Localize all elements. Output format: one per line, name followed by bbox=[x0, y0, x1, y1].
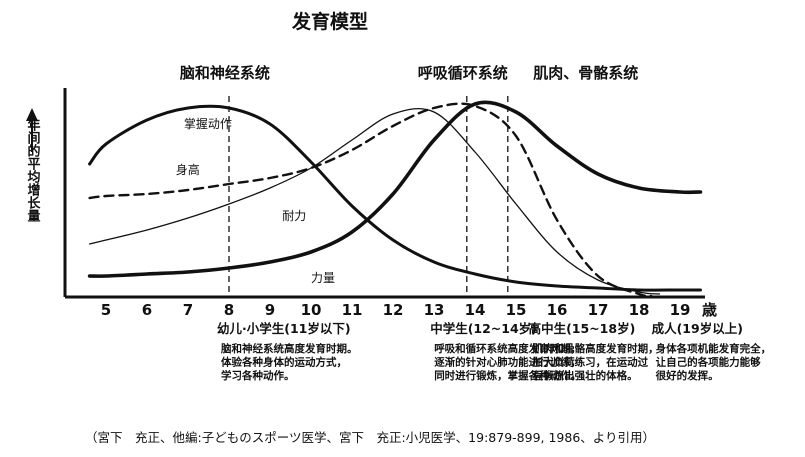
series-line-0 bbox=[88, 104, 702, 292]
x-tick-label-6: 6 bbox=[142, 301, 152, 319]
x-tick-label-16: 16 bbox=[547, 301, 568, 319]
x-tick-label-17: 17 bbox=[588, 301, 609, 319]
stage-line-0-2: 学习各种动作。 bbox=[221, 369, 295, 382]
x-tick-label-5: 5 bbox=[101, 301, 111, 319]
series-line-2 bbox=[88, 107, 661, 295]
system-labels: 脑和神经系统 呼吸循环系统 肌肉、骨骼系统 bbox=[180, 64, 638, 82]
series-label-0: 掌握动作 bbox=[184, 116, 232, 131]
y-axis-arrow-icon bbox=[26, 108, 38, 121]
stage-heading-1: 中学生(12~14岁) bbox=[430, 321, 537, 336]
x-tick-label-8: 8 bbox=[224, 301, 234, 319]
x-tick-label-14: 14 bbox=[465, 301, 486, 319]
x-tick-label-11: 11 bbox=[342, 301, 363, 319]
stage-heading-0: 幼儿·小学生(11岁以下) bbox=[217, 321, 351, 336]
series-label-2: 耐力 bbox=[282, 209, 306, 223]
x-axis-ticks: 5 6 7 8 9 10 11 12 13 14 15 16 17 18 19 bbox=[101, 301, 691, 319]
system-label-0: 脑和神经系统 bbox=[180, 64, 270, 82]
stage-line-1-2: 同时进行锻炼，掌握各种动作。 bbox=[434, 369, 581, 382]
x-tick-label-7: 7 bbox=[183, 301, 193, 319]
x-tick-label-19: 19 bbox=[670, 301, 691, 319]
curves bbox=[87, 100, 703, 298]
stage-line-2-0: 肌肉和骨骼高度发育时期， bbox=[533, 342, 659, 355]
series-label-1: 身高 bbox=[176, 162, 200, 177]
stage-line-1-1: 逐渐的针对心肺功能进行训练， bbox=[434, 356, 581, 369]
x-tick-label-13: 13 bbox=[424, 301, 445, 319]
x-axis-unit: 歳 bbox=[702, 301, 717, 319]
stage-line-3-1: 让自己的各项能力能够 bbox=[656, 356, 761, 369]
stage-line-3-0: 身体各项机能发育完全， bbox=[656, 342, 772, 355]
stage-boundary-markers bbox=[228, 96, 509, 297]
series-label-3: 力量 bbox=[311, 271, 335, 285]
stage-line-2-1: 加大负荷练习，在运动过 bbox=[532, 356, 649, 369]
chart-title: 发育模型 bbox=[291, 10, 368, 33]
stage-line-1-0: 呼吸和循环系统高度发育时期， bbox=[434, 342, 581, 355]
series-line-1 bbox=[88, 102, 653, 298]
x-tick-label-12: 12 bbox=[383, 301, 404, 319]
series-line-3 bbox=[87, 100, 703, 278]
stage-descriptions: 幼儿·小学生(11岁以下) 脑和神经系统高度发育时期。体验各种身体的运动方式，学习… bbox=[217, 321, 771, 382]
system-label-2: 肌肉、骨骼系统 bbox=[533, 64, 638, 82]
x-tick-label-18: 18 bbox=[629, 301, 650, 319]
stage-heading-3: 成人(19岁以上) bbox=[652, 321, 743, 336]
x-tick-label-9: 9 bbox=[265, 301, 275, 319]
y-axis-label: 年间的平均增长量 bbox=[25, 117, 41, 223]
stage-heading-2: 高中生(15~18岁) bbox=[529, 321, 636, 336]
stage-line-3-2: 很好的发挥。 bbox=[655, 369, 719, 382]
stage-line-0-0: 脑和神经系统高度发育时期。 bbox=[221, 342, 358, 355]
citation: （宮下 充正、他編:子どものスポーツ医学、宮下 充正:小児医学、19:879-8… bbox=[85, 430, 655, 445]
x-tick-label-10: 10 bbox=[301, 301, 322, 319]
y-axis-label-group: 年间的平均增长量 bbox=[25, 108, 41, 223]
x-tick-label-15: 15 bbox=[506, 301, 527, 319]
system-label-1: 呼吸循环系统 bbox=[418, 64, 508, 82]
stage-line-0-1: 体验各种身体的运动方式， bbox=[221, 356, 347, 369]
stage-line-2-2: 程锻炼出强壮的体格。 bbox=[533, 369, 638, 382]
